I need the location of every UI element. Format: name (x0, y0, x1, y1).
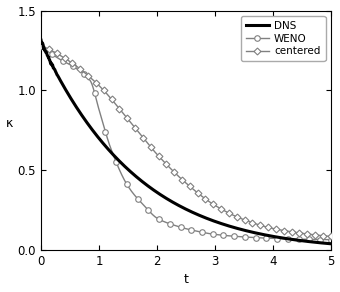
X-axis label: t: t (184, 273, 188, 286)
Legend: DNS, WENO, centered: DNS, WENO, centered (241, 16, 325, 61)
Y-axis label: κ: κ (5, 117, 13, 130)
